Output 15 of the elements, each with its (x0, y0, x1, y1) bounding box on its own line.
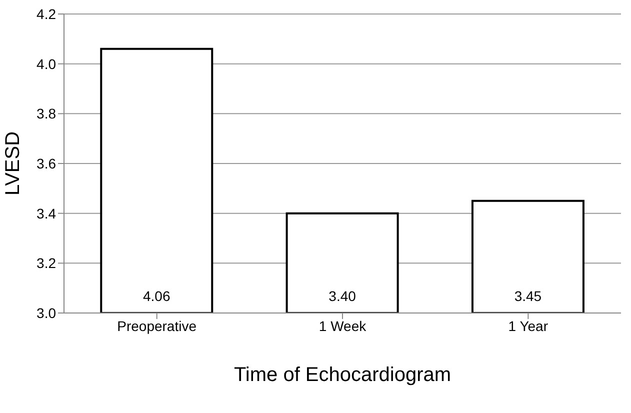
y-axis-title: LVESD (2, 131, 24, 196)
y-tick-label: 3.2 (36, 255, 56, 272)
x-tick-label: 1 Year (508, 318, 548, 334)
y-tick-label: 3.6 (36, 155, 56, 172)
x-tick-label: Preoperative (117, 318, 197, 334)
y-tick-label: 3.4 (36, 205, 56, 222)
y-tick-label: 3.8 (36, 106, 56, 122)
y-tick-label: 3.0 (36, 304, 56, 321)
y-tick-label: 4.0 (36, 56, 56, 72)
y-tick-label: 4.2 (36, 6, 56, 22)
data-label: 3.40 (328, 288, 356, 304)
data-label: 3.45 (514, 288, 542, 304)
x-tick-label: 1 Week (318, 318, 368, 334)
data-label: 4.06 (143, 288, 170, 304)
x-axis-title: Time of Echocardiogram (234, 364, 452, 386)
